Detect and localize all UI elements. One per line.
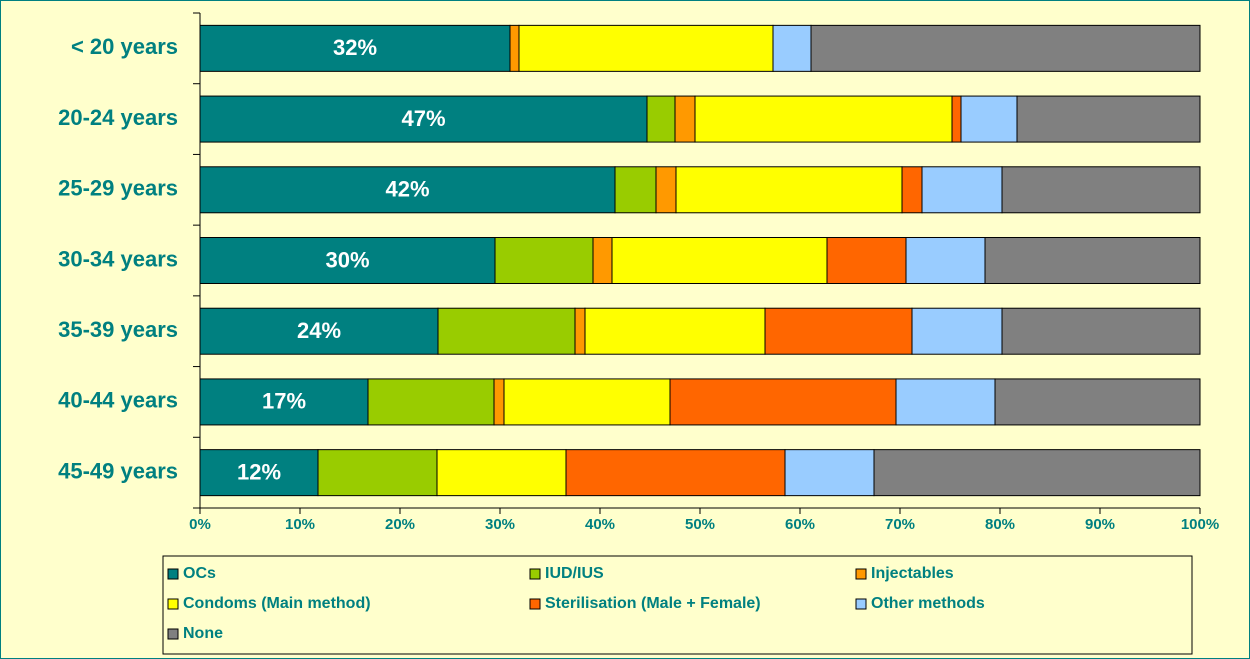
bar-segment <box>960 95 1018 143</box>
bar-segment <box>994 378 1201 426</box>
bar-segment <box>436 449 567 497</box>
legend-label: Sterilisation (Male + Female) <box>545 595 761 612</box>
bar-annotation: 30% <box>325 247 369 272</box>
bar-segment <box>199 449 319 497</box>
x-tick-label: 0% <box>189 516 211 533</box>
bar-segment <box>565 449 786 497</box>
bar-segment <box>199 237 496 284</box>
legend-label: IUD/IUS <box>545 565 604 582</box>
x-tick-label: 100% <box>1181 516 1219 533</box>
bar-segment <box>493 378 505 426</box>
legend-swatch <box>855 568 867 580</box>
x-tick-label: 50% <box>685 516 715 533</box>
x-tick-label: 60% <box>785 516 815 533</box>
bar-segment <box>901 166 923 214</box>
x-tick-label: 20% <box>385 516 415 533</box>
bar-segment <box>494 237 594 284</box>
legend-label: Other methods <box>871 595 985 612</box>
x-tick-label: 90% <box>1085 516 1115 533</box>
bar-segment <box>895 378 996 426</box>
x-tick-label: 40% <box>585 516 615 533</box>
legend-swatch <box>167 628 179 640</box>
y-tick-label: 35-39 years <box>58 317 178 342</box>
bar-segment <box>584 307 766 355</box>
x-tick-label: 30% <box>485 516 515 533</box>
bar-segment <box>911 307 1003 355</box>
x-tick-label: 10% <box>285 516 315 533</box>
x-tick-label: 70% <box>885 516 915 533</box>
bar-segment <box>921 166 1003 214</box>
legend-swatch <box>529 568 541 580</box>
bar-segment <box>611 237 828 284</box>
bar-segment <box>1001 166 1201 214</box>
bar-segment <box>669 378 897 426</box>
bar-segment <box>199 24 511 72</box>
bar-segment <box>199 378 369 426</box>
y-tick-label: < 20 years <box>71 34 178 59</box>
bar-annotation: 32% <box>333 35 377 60</box>
legend-label: OCs <box>183 565 216 582</box>
legend-swatch <box>529 598 541 610</box>
y-tick-label: 25-29 years <box>58 176 178 201</box>
bar-annotation: 12% <box>237 459 281 484</box>
legend-label: None <box>183 625 223 642</box>
bar-segment <box>199 95 648 143</box>
bar-annotation: 42% <box>385 177 429 202</box>
bar-segment <box>509 24 520 72</box>
bar-segment <box>317 449 438 497</box>
bar-segment <box>592 237 613 284</box>
legend-label: Condoms (Main method) <box>183 595 371 612</box>
bar-segment <box>873 449 1201 497</box>
bar-segment <box>574 307 586 355</box>
x-tick-label: 80% <box>985 516 1015 533</box>
bar-segment <box>367 378 495 426</box>
bar-segment <box>951 95 962 143</box>
y-tick-label: 20-24 years <box>58 105 178 130</box>
bar-segment <box>614 166 657 214</box>
bar-segment <box>674 95 696 143</box>
bar-segment <box>503 378 671 426</box>
bar-segment <box>675 166 903 214</box>
bar-segment <box>984 237 1201 284</box>
bar-segment <box>772 24 812 72</box>
bar-segment <box>764 307 913 355</box>
bar-segment <box>905 237 986 284</box>
legend-swatch <box>167 598 179 610</box>
y-tick-label: 40-44 years <box>58 388 178 413</box>
bar-segment <box>694 95 953 143</box>
bar-segment <box>655 166 677 214</box>
bar-segment <box>199 307 439 355</box>
bar-segment <box>784 449 875 497</box>
y-tick-label: 45-49 years <box>58 458 178 483</box>
bar-segment <box>518 24 774 72</box>
bar-segment <box>1001 307 1201 355</box>
bar-segment <box>1016 95 1201 143</box>
bar-segment <box>646 95 676 143</box>
bar-annotation: 17% <box>262 389 306 414</box>
bar-segment <box>826 237 907 284</box>
bar-segment <box>437 307 576 355</box>
bar-annotation: 24% <box>297 318 341 343</box>
y-tick-label: 30-34 years <box>58 246 178 271</box>
legend-swatch <box>167 568 179 580</box>
bar-segment <box>199 166 616 214</box>
legend-swatch <box>855 598 867 610</box>
bar-segment <box>810 24 1201 72</box>
legend-label: Injectables <box>871 565 954 582</box>
legend-box <box>162 555 1193 655</box>
bar-annotation: 47% <box>401 106 445 131</box>
